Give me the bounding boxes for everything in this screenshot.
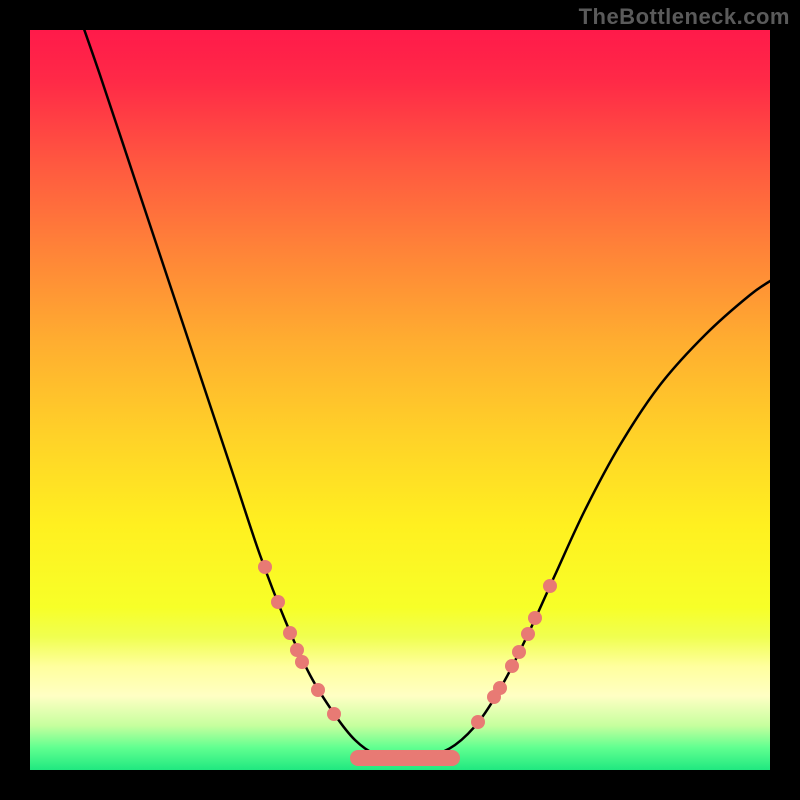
marker-point <box>327 707 341 721</box>
marker-point <box>512 645 526 659</box>
marker-point <box>258 560 272 574</box>
marker-point <box>311 683 325 697</box>
marker-point <box>271 595 285 609</box>
chart-svg <box>0 0 800 800</box>
marker-point <box>521 627 535 641</box>
plot-gradient-background <box>30 30 770 770</box>
marker-point <box>505 659 519 673</box>
marker-point <box>283 626 297 640</box>
marker-point <box>528 611 542 625</box>
marker-point <box>290 643 304 657</box>
watermark-text: TheBottleneck.com <box>579 4 790 30</box>
marker-point <box>471 715 485 729</box>
marker-point <box>295 655 309 669</box>
bottom-pill-marker <box>350 750 460 766</box>
marker-point <box>493 681 507 695</box>
marker-point <box>543 579 557 593</box>
chart-container: TheBottleneck.com <box>0 0 800 800</box>
